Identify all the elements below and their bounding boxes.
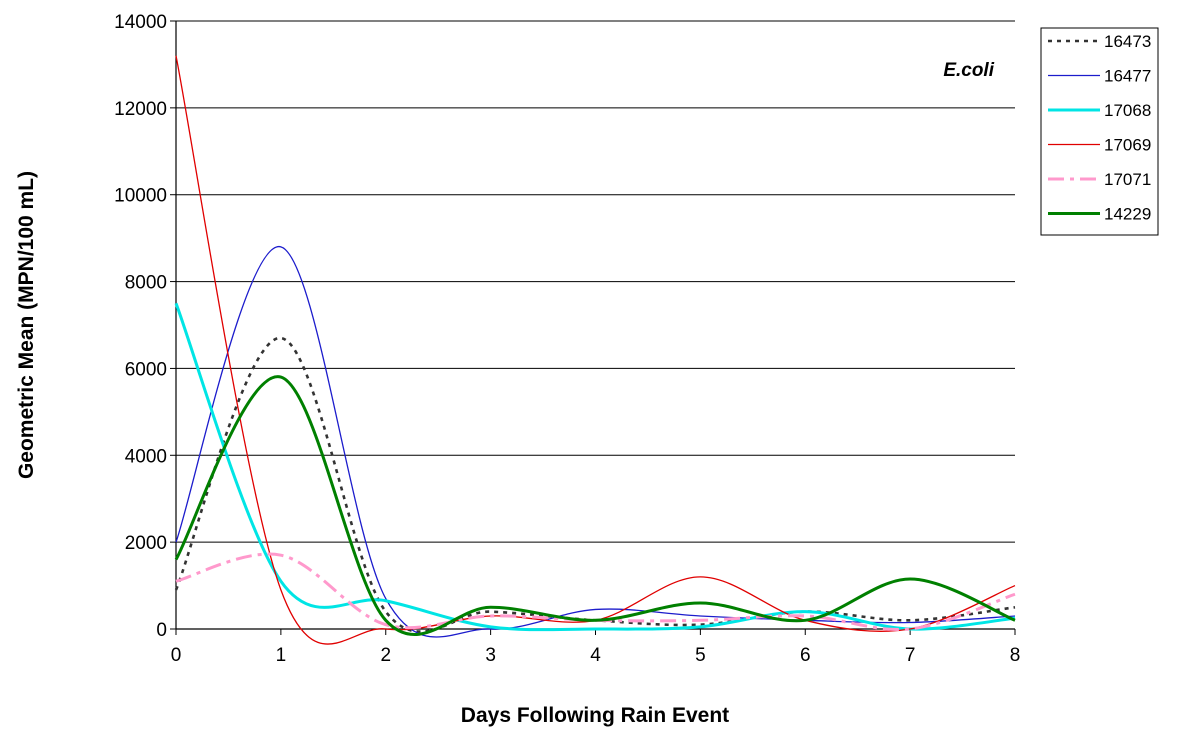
x-tick-label: 3 [485,645,496,666]
y-tick-label: 10000 [114,186,167,207]
legend-label: 17071 [1104,170,1151,189]
axes [175,21,1015,630]
series-lines [174,55,1016,645]
y-axis-title: Geometric Mean (MPN/100 mL) [15,171,38,479]
x-tick-label: 0 [171,645,182,666]
series-line-17068 [174,302,1016,632]
y-tick-label: 0 [156,620,167,641]
series-line-17071 [175,552,1016,632]
y-axis-ticks: 0 2000 4000 6000 8000 10000 12000 14000 [114,12,176,641]
x-tick-label: 5 [695,645,706,666]
series-line-16473 [174,336,1016,633]
chart-annotation: E.coli [943,60,994,81]
legend-label: 17068 [1104,101,1151,120]
grid-lines [176,20,1015,630]
legend-label: 16473 [1104,32,1151,51]
y-tick-label: 6000 [125,359,167,380]
legend-label: 14229 [1104,205,1151,224]
legend-box [1040,27,1159,236]
x-tick-label: 1 [276,645,287,666]
x-axis-title: Days Following Rain Event [461,704,729,727]
x-tick-label: 2 [380,645,391,666]
x-tick-label: 6 [800,645,811,666]
legend-label: 16477 [1104,67,1151,86]
x-tick-label: 7 [905,645,916,666]
x-tick-label: 4 [590,645,601,666]
legend-label: 17069 [1104,136,1151,155]
x-tick-label: 8 [1010,645,1021,666]
series-line-14229 [174,375,1016,636]
y-tick-label: 12000 [114,99,167,120]
y-tick-label: 4000 [125,446,167,467]
y-tick-label: 2000 [125,533,167,554]
x-axis-ticks: 0 1 2 3 4 5 6 7 8 [171,629,1021,666]
series-line-16477 [175,246,1016,638]
y-tick-label: 14000 [114,12,167,33]
legend: 16473 16477 17068 17069 17071 14229 [1040,27,1159,236]
y-tick-label: 8000 [125,273,167,294]
series-line-17069 [175,55,1016,645]
